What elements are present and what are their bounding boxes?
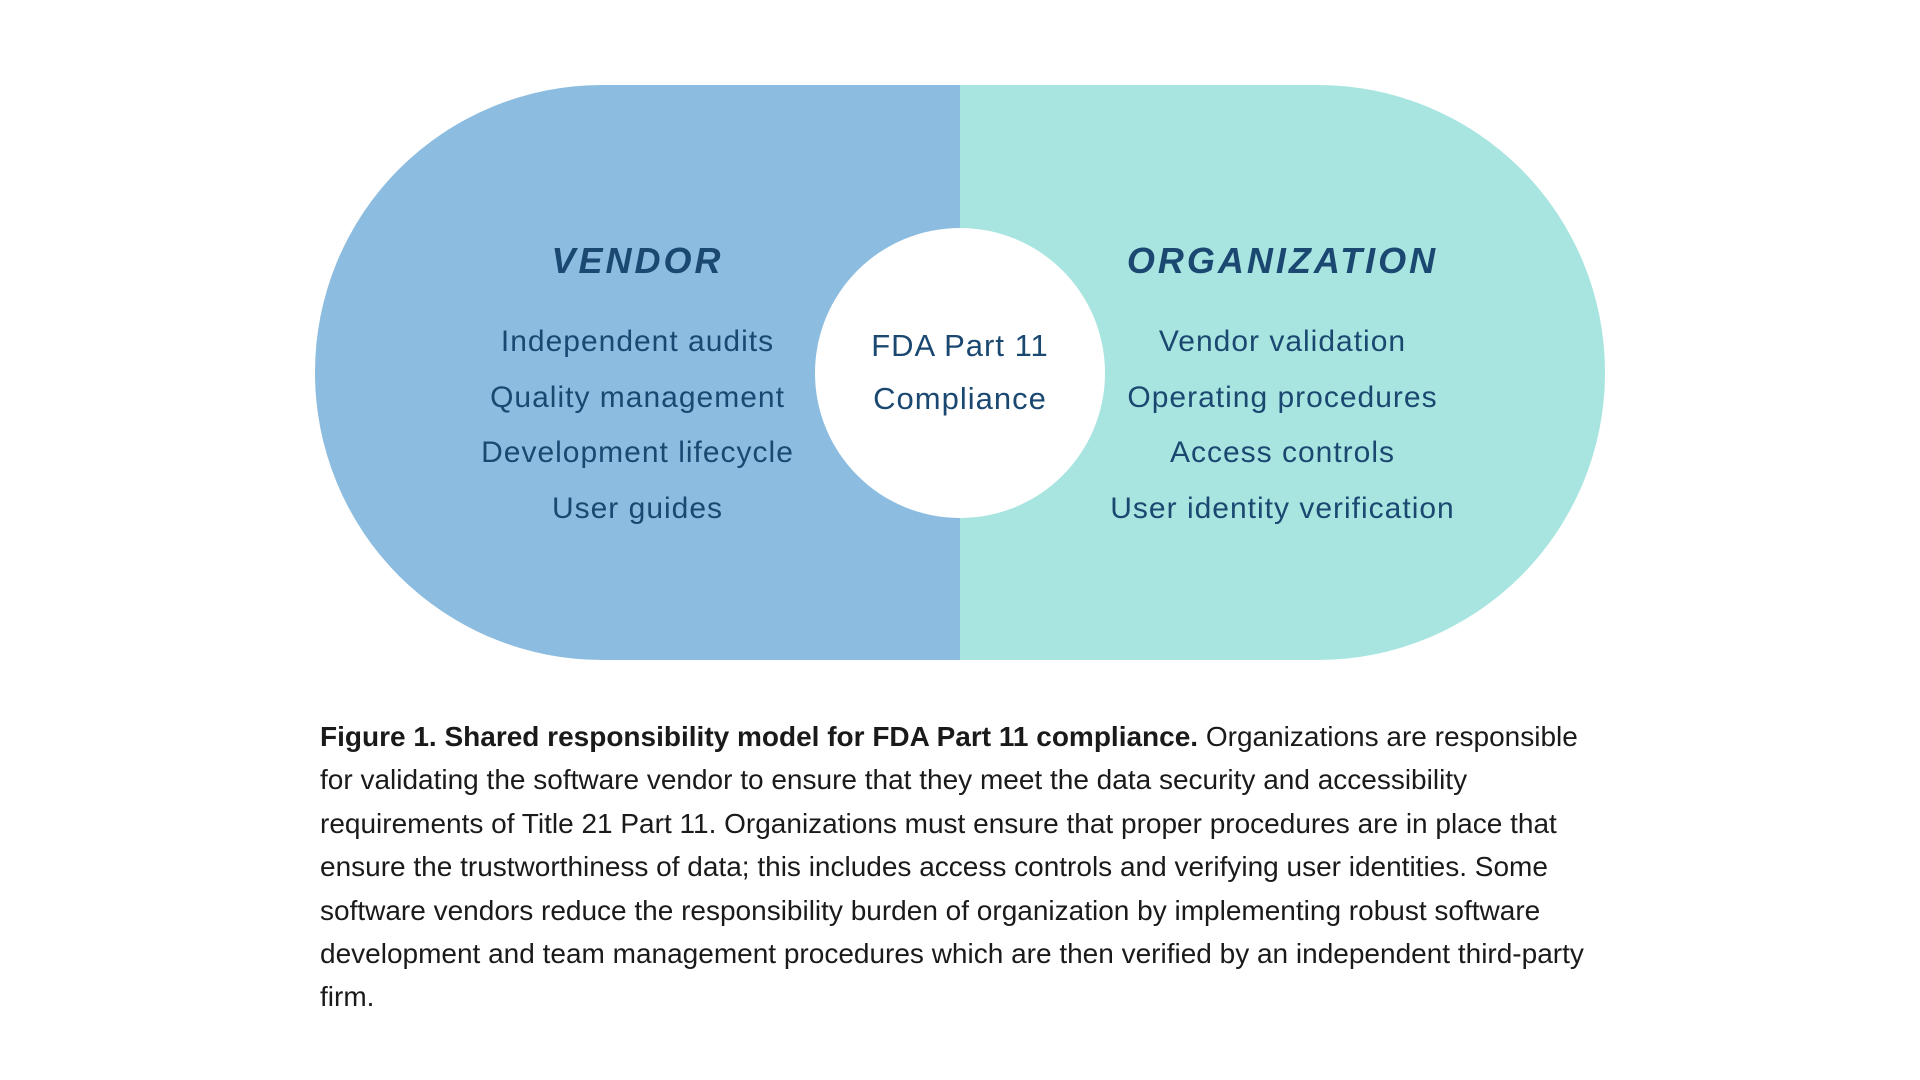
caption-body: Organizations are responsible for valida…: [320, 721, 1584, 1012]
organization-item: Access controls: [1170, 425, 1395, 481]
organization-title: ORGANIZATION: [1127, 240, 1438, 282]
figure-caption: Figure 1. Shared responsibility model fo…: [320, 715, 1600, 1019]
vendor-item: User guides: [552, 481, 723, 537]
organization-item: Operating procedures: [1127, 370, 1437, 426]
vendor-item: Development lifecycle: [481, 425, 794, 481]
center-circle: FDA Part 11 Compliance: [815, 228, 1105, 518]
shared-responsibility-diagram: VENDOR Independent audits Quality manage…: [315, 85, 1605, 660]
vendor-item: Independent audits: [501, 314, 774, 370]
vendor-item: Quality management: [490, 370, 785, 426]
vendor-title: VENDOR: [551, 240, 723, 282]
caption-bold: Figure 1. Shared responsibility model fo…: [320, 721, 1198, 752]
organization-item: Vendor validation: [1159, 314, 1406, 370]
center-line-2: Compliance: [873, 373, 1047, 426]
center-line-1: FDA Part 11: [871, 320, 1049, 373]
organization-item: User identity verification: [1110, 481, 1454, 537]
